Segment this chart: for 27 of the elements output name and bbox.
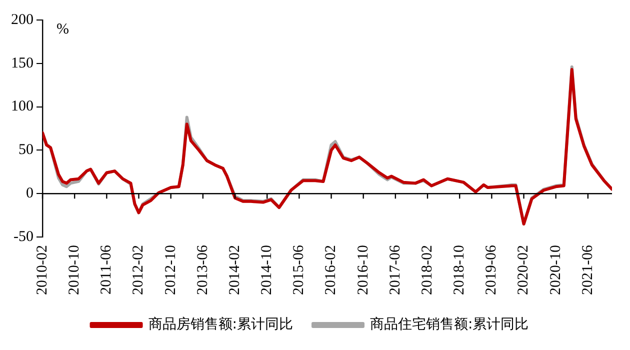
x-tick-label: 2012-10 <box>162 245 179 296</box>
x-tick-label: 2012-02 <box>130 245 147 296</box>
legend-label: 商品住宅销售额:累计同比 <box>370 316 529 333</box>
y-axis-title: % <box>56 21 69 38</box>
x-tick-label: 2020-10 <box>548 245 564 296</box>
x-tick-label: 2020-02 <box>516 245 532 296</box>
x-tick-label: 2010-02 <box>34 245 50 296</box>
x-tick-label: 2010-10 <box>66 245 83 296</box>
x-tick-label: 2017-06 <box>387 244 404 296</box>
y-tick-label: 200 <box>11 12 34 28</box>
x-tick-label: 2021-06 <box>580 244 596 296</box>
x-tick-label: 2016-10 <box>355 245 372 296</box>
x-tick-label: 2018-02 <box>419 245 436 296</box>
x-tick-label: 2016-02 <box>323 245 340 296</box>
y-tick-label: -50 <box>14 228 34 245</box>
x-tick-label: 2019-06 <box>484 244 500 296</box>
y-tick-label: 150 <box>11 55 34 72</box>
x-tick-label: 2018-10 <box>452 245 468 296</box>
y-tick-label: 100 <box>11 98 34 115</box>
x-tick-label: 2014-10 <box>259 245 276 296</box>
x-tick-label: 2015-06 <box>291 244 308 296</box>
x-tick-label: 2011-06 <box>98 244 115 294</box>
y-tick-label: 50 <box>18 142 34 158</box>
x-tick-label: 2014-02 <box>226 245 243 296</box>
y-tick-label: 0 <box>26 186 34 202</box>
legend-label: 商品房销售额:累计同比 <box>148 316 293 333</box>
x-tick-label: 2013-06 <box>194 244 211 296</box>
